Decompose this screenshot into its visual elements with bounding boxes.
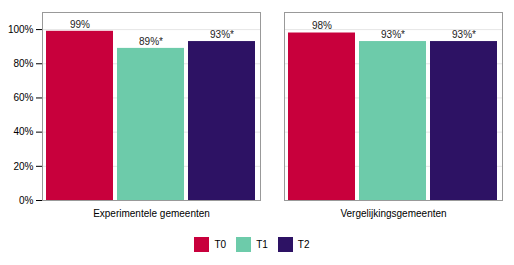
svg-text:98%: 98%: [312, 20, 332, 31]
svg-text:89%*: 89%*: [139, 36, 163, 47]
svg-text:80%: 80%: [13, 58, 33, 69]
html-text:T0: T0: [214, 239, 227, 250]
svg-text:Vergelijkingsgemeenten: Vergelijkingsgemeenten: [340, 208, 446, 219]
svg-text:100%: 100%: [8, 24, 34, 35]
svg-text:20%: 20%: [13, 161, 33, 172]
svg-text:40%: 40%: [13, 126, 33, 137]
html-text:T1: T1: [256, 239, 268, 250]
svg-text:0%: 0%: [19, 195, 34, 206]
svg-text:99%: 99%: [70, 19, 90, 30]
html-text:T2: T2: [297, 239, 310, 250]
svg-text:Experimentele gemeenten: Experimentele gemeenten: [93, 208, 210, 219]
svg-text:60%: 60%: [13, 92, 33, 103]
svg-text:93%*: 93%*: [381, 29, 405, 40]
svg-text:93%*: 93%*: [452, 29, 476, 40]
svg-text:93%*: 93%*: [210, 29, 234, 40]
